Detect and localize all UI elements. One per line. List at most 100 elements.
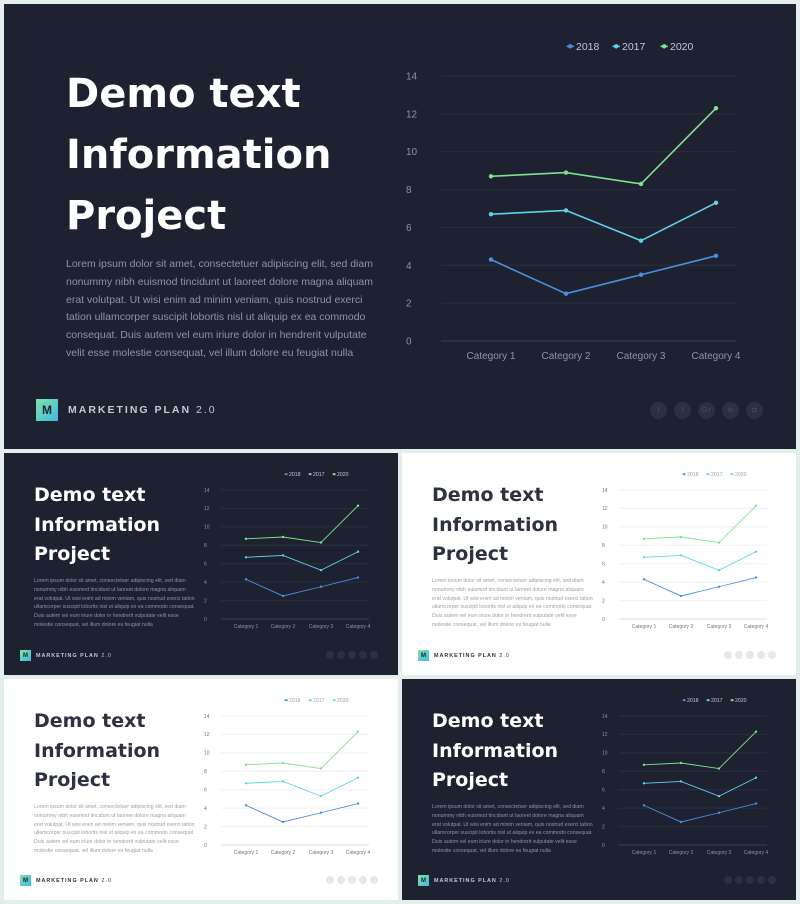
data-point-2018 bbox=[642, 578, 646, 581]
logo-badge: M bbox=[36, 399, 58, 421]
slide-main[interactable]: Demo text Information Project Lorem ipsu… bbox=[4, 4, 796, 449]
data-point-2017 bbox=[319, 568, 323, 572]
legend-label: 2017 bbox=[313, 698, 325, 704]
data-point-2018 bbox=[281, 820, 285, 824]
y-tick-label: 14 bbox=[602, 488, 608, 494]
title-line-3: Project bbox=[34, 769, 111, 791]
legend-label: 2020 bbox=[670, 41, 694, 53]
series-line-2017 bbox=[643, 551, 757, 571]
linkedin-icon[interactable]: in bbox=[722, 402, 739, 419]
facebook-icon[interactable]: f bbox=[650, 402, 667, 419]
instagram-icon[interactable]: ◘ bbox=[746, 402, 763, 419]
series-line-2020 bbox=[490, 107, 717, 185]
line-chart: 0 2 4 6 8 10 12 14 Category 1 Category 2 Category … bbox=[204, 698, 370, 856]
google-plus-icon[interactable] bbox=[746, 651, 754, 659]
slide-title: Demo text Information Project bbox=[432, 481, 558, 570]
logo-text: MARKETING PLAN 2.0 bbox=[434, 653, 510, 659]
linkedin-icon[interactable] bbox=[757, 876, 765, 884]
y-tick-label: 8 bbox=[204, 543, 207, 549]
facebook-icon[interactable] bbox=[724, 876, 732, 884]
y-tick-label: 12 bbox=[602, 506, 608, 512]
twitter-icon[interactable] bbox=[735, 651, 743, 659]
google-plus-icon[interactable] bbox=[348, 651, 356, 659]
y-tick-label: 14 bbox=[204, 488, 210, 494]
legend-label: 2020 bbox=[735, 698, 747, 704]
legend-dot bbox=[332, 472, 336, 476]
linkedin-icon[interactable] bbox=[359, 876, 367, 884]
legend-dot bbox=[682, 472, 686, 476]
logo-version: 2.0 bbox=[196, 404, 217, 416]
data-point-2017 bbox=[488, 211, 494, 217]
y-tick-label: 14 bbox=[406, 72, 418, 83]
y-tick-label: 6 bbox=[406, 223, 412, 234]
series-line-2017 bbox=[643, 777, 757, 797]
instagram-icon[interactable] bbox=[370, 876, 378, 884]
linkedin-icon[interactable] bbox=[359, 651, 367, 659]
logo-title: MARKETING PLAN bbox=[36, 877, 99, 884]
line-chart: 0 2 4 6 8 10 12 14 Category 1 Category 2 Category … bbox=[602, 472, 769, 630]
google-plus-icon[interactable] bbox=[348, 876, 356, 884]
x-tick-label: Category 4 bbox=[744, 624, 769, 630]
logo: M MARKETING PLAN 2.0 bbox=[20, 875, 112, 886]
data-point-2020 bbox=[638, 181, 644, 187]
title-line-2: Information bbox=[66, 132, 332, 178]
data-point-2017 bbox=[281, 554, 285, 557]
title-line-1: Demo text bbox=[432, 710, 544, 732]
data-point-2018 bbox=[356, 576, 360, 579]
x-tick-label: Category 1 bbox=[632, 624, 657, 630]
data-point-2018 bbox=[244, 578, 248, 581]
data-point-2017 bbox=[717, 568, 721, 572]
data-point-2018 bbox=[244, 804, 248, 807]
data-point-2017 bbox=[717, 794, 721, 798]
twitter-icon[interactable] bbox=[337, 651, 345, 659]
slide-thumb-dark-2[interactable]: Demo text Information Project Lorem ipsu… bbox=[402, 679, 796, 900]
linkedin-icon[interactable] bbox=[757, 651, 765, 659]
data-point-2020 bbox=[563, 170, 569, 175]
line-chart: 0 2 4 6 8 10 12 14 Category 1 Category 2 Category … bbox=[204, 472, 370, 630]
x-tick-label: Category 3 bbox=[707, 624, 732, 630]
y-tick-label: 10 bbox=[406, 147, 418, 158]
y-tick-label: 12 bbox=[204, 732, 210, 738]
data-point-2018 bbox=[638, 272, 644, 277]
slide-title: Demo text Information Project bbox=[432, 707, 558, 796]
twitter-icon[interactable]: t bbox=[674, 402, 691, 419]
title-line-1: Demo text bbox=[432, 484, 544, 506]
facebook-icon[interactable] bbox=[326, 651, 334, 659]
google-plus-icon[interactable]: G+ bbox=[698, 402, 715, 419]
logo-badge: M bbox=[418, 650, 429, 661]
google-plus-icon[interactable] bbox=[746, 876, 754, 884]
x-tick-label: Category 2 bbox=[542, 351, 591, 362]
slide-thumb-light-1[interactable]: Demo text Information Project Lorem ipsu… bbox=[402, 453, 796, 675]
legend-dot bbox=[730, 472, 734, 476]
twitter-icon[interactable] bbox=[735, 876, 743, 884]
logo: M MARKETING PLAN 2.0 bbox=[418, 875, 510, 886]
logo: M MARKETING PLAN 2.0 bbox=[418, 650, 510, 661]
data-point-2018 bbox=[319, 585, 323, 588]
data-point-2018 bbox=[717, 811, 721, 814]
y-tick-label: 2 bbox=[204, 598, 207, 604]
data-point-2017 bbox=[563, 208, 569, 213]
data-point-2017 bbox=[281, 780, 285, 783]
series-line-2020 bbox=[643, 731, 757, 769]
instagram-icon[interactable] bbox=[370, 651, 378, 659]
data-point-2020 bbox=[319, 541, 323, 544]
x-tick-label: Category 1 bbox=[632, 850, 657, 856]
legend-dot bbox=[568, 44, 573, 49]
slide-thumb-light-2[interactable]: Demo text Information Project Lorem ipsu… bbox=[4, 679, 398, 900]
data-point-2018 bbox=[713, 253, 719, 259]
slide-body-text: Lorem ipsum dolor sit amet, consectetuer… bbox=[34, 804, 195, 854]
facebook-icon[interactable] bbox=[724, 651, 732, 659]
series-line-2018 bbox=[245, 803, 359, 823]
slide-thumb-dark-1[interactable]: Demo text Information Project Lorem ipsu… bbox=[4, 453, 398, 675]
y-tick-label: 10 bbox=[602, 751, 608, 757]
logo-text: MARKETING PLAN 2.0 bbox=[434, 878, 510, 884]
facebook-icon[interactable] bbox=[326, 876, 334, 884]
twitter-icon[interactable] bbox=[337, 876, 345, 884]
logo-version: 2.0 bbox=[101, 652, 112, 659]
instagram-icon[interactable] bbox=[768, 651, 776, 659]
x-tick-label: Category 3 bbox=[309, 850, 334, 856]
instagram-icon[interactable] bbox=[768, 876, 776, 884]
legend-label: 2018 bbox=[289, 472, 301, 478]
data-point-2020 bbox=[754, 504, 758, 507]
logo-version: 2.0 bbox=[499, 877, 510, 884]
